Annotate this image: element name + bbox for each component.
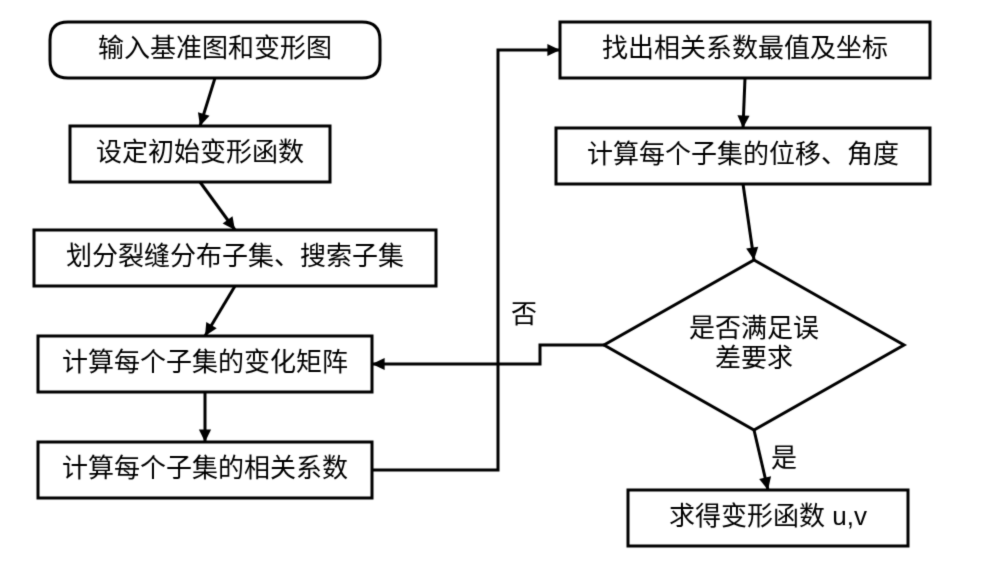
flowchart-canvas: [0, 0, 1000, 578]
